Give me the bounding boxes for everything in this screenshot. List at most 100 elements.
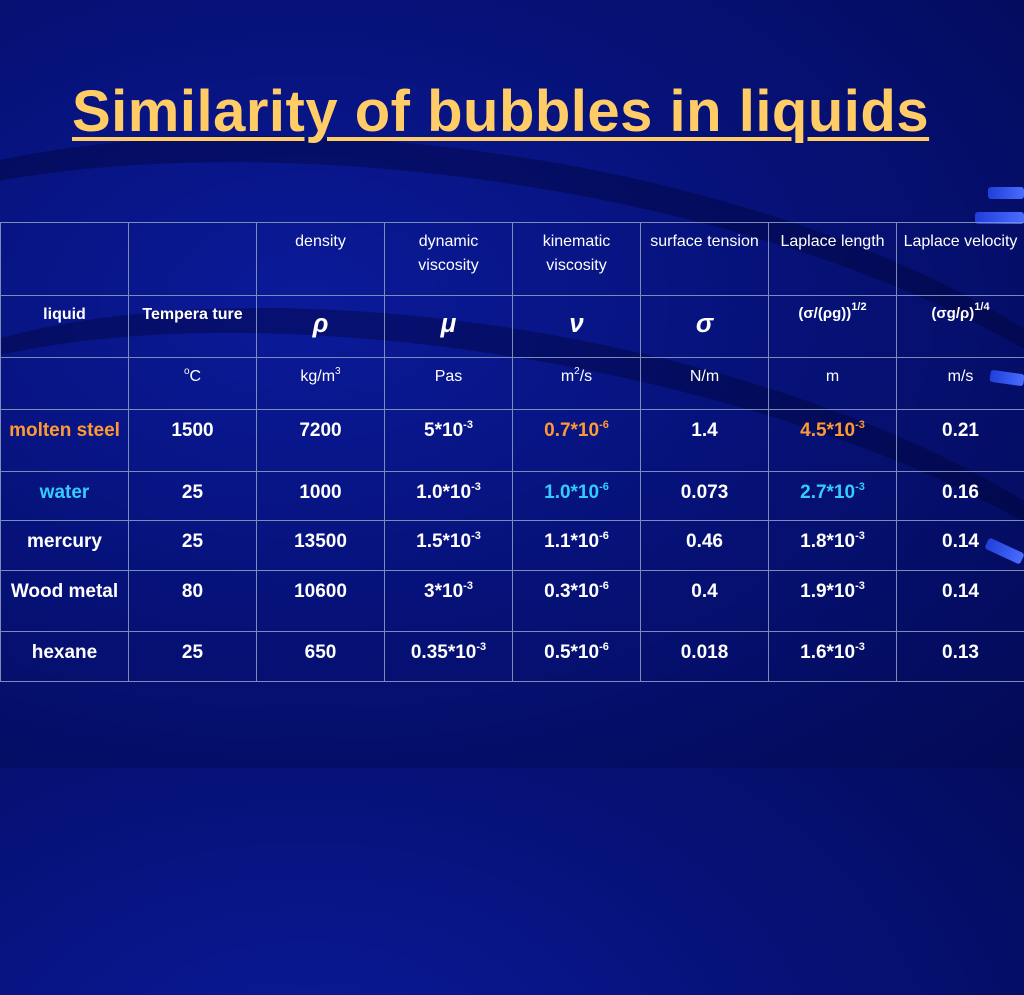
value-base: 3*10 [424, 581, 463, 602]
header-laplace-length: Laplace length [769, 223, 897, 296]
header-liquid: liquid [1, 296, 129, 358]
unit-text: /s [580, 368, 592, 385]
value-exponent: -3 [855, 419, 865, 431]
unit-dynamic-viscosity: Pas [385, 358, 513, 410]
laplace-length-cell: 4.5*10-3 [769, 410, 897, 472]
density-cell: 7200 [257, 410, 385, 472]
temperature-cell: 25 [129, 472, 257, 521]
dynamic-viscosity-cell: 5*10-3 [385, 410, 513, 472]
header-density: density [257, 223, 385, 296]
liquid-name: molten steel [1, 410, 129, 472]
table-symbol-row: liquid Tempera ture ρ μ ν σ (σ/(ρg))1/2 … [1, 296, 1024, 358]
unit-density: kg/m3 [257, 358, 385, 410]
symbol-rho: ρ [257, 296, 385, 358]
value-exponent: -6 [599, 641, 609, 653]
value-base: 0.7*10 [544, 420, 599, 441]
laplace-velocity-cell: 0.13 [897, 632, 1024, 682]
value-base: 1.1*10 [544, 531, 599, 552]
symbol-nu: ν [513, 296, 641, 358]
header-dynamic-viscosity: dynamic viscosity [385, 223, 513, 296]
dynamic-viscosity-cell: 1.0*10-3 [385, 472, 513, 521]
value-exponent: -6 [599, 580, 609, 592]
table-header-row: density dynamic viscosity kinematic visc… [1, 223, 1024, 296]
surface-tension-cell: 0.4 [641, 571, 769, 632]
formula-text: (σ/(ρg)) [798, 305, 851, 322]
table-row: mercury 25 13500 1.5*10-3 1.1*10-6 0.46 … [1, 521, 1024, 571]
header-laplace-velocity: Laplace velocity [897, 223, 1024, 296]
unit-cell [1, 358, 129, 410]
temperature-cell: 25 [129, 521, 257, 571]
unit-exponent: 3 [335, 366, 341, 377]
table-units-row: oC kg/m3 Pas m2/s N/m m m/s [1, 358, 1024, 410]
density-cell: 13500 [257, 521, 385, 571]
value-exponent: -3 [855, 641, 865, 653]
value-exponent: -3 [471, 530, 481, 542]
formula-text: (σg/ρ) [931, 305, 974, 322]
laplace-velocity-cell: 0.16 [897, 472, 1024, 521]
laplace-length-cell: 1.9*10-3 [769, 571, 897, 632]
temperature-cell: 80 [129, 571, 257, 632]
table-row: molten steel 1500 7200 5*10-3 0.7*10-6 1… [1, 410, 1024, 472]
table-row: hexane 25 650 0.35*10-3 0.5*10-6 0.018 1… [1, 632, 1024, 682]
symbol-sigma: σ [641, 296, 769, 358]
value-base: 1.5*10 [416, 531, 471, 552]
liquid-name: Wood metal [1, 571, 129, 632]
laplace-length-cell: 1.8*10-3 [769, 521, 897, 571]
value-exponent: -3 [855, 481, 865, 493]
value-base: 0.35*10 [411, 642, 477, 663]
dynamic-viscosity-cell: 0.35*10-3 [385, 632, 513, 682]
value-exponent: -6 [599, 419, 609, 431]
value-base: 0.3*10 [544, 581, 599, 602]
header-temperature: Tempera ture [129, 296, 257, 358]
bubble-similarity-table: density dynamic viscosity kinematic visc… [0, 222, 1024, 682]
kinematic-viscosity-cell: 0.3*10-6 [513, 571, 641, 632]
symbol-mu: μ [385, 296, 513, 358]
value-base: 1.9*10 [800, 581, 855, 602]
unit-text: kg/m [300, 368, 335, 385]
value-base: 1.6*10 [800, 642, 855, 663]
value-base: 1.8*10 [800, 531, 855, 552]
unit-text: m [561, 368, 574, 385]
liquid-name: water [1, 472, 129, 521]
table-row: water 25 1000 1.0*10-3 1.0*10-6 0.073 2.… [1, 472, 1024, 521]
kinematic-viscosity-cell: 0.5*10-6 [513, 632, 641, 682]
laplace-velocity-cell: 0.14 [897, 571, 1024, 632]
value-exponent: -3 [476, 641, 486, 653]
formula-exponent: 1/4 [974, 301, 989, 313]
value-exponent: -6 [599, 530, 609, 542]
surface-tension-cell: 0.073 [641, 472, 769, 521]
value-base: 2.7*10 [800, 482, 855, 503]
header-surface-tension: surface tension [641, 223, 769, 296]
unit-laplace-length: m [769, 358, 897, 410]
density-cell: 10600 [257, 571, 385, 632]
surface-tension-cell: 1.4 [641, 410, 769, 472]
value-exponent: -3 [463, 419, 473, 431]
laplace-velocity-cell: 0.14 [897, 521, 1024, 571]
header-cell [129, 223, 257, 296]
density-cell: 650 [257, 632, 385, 682]
surface-tension-cell: 0.018 [641, 632, 769, 682]
kinematic-viscosity-cell: 0.7*10-6 [513, 410, 641, 472]
formula-laplace-length: (σ/(ρg))1/2 [769, 296, 897, 358]
value-base: 4.5*10 [800, 420, 855, 441]
kinematic-viscosity-cell: 1.1*10-6 [513, 521, 641, 571]
temperature-cell: 25 [129, 632, 257, 682]
value-base: 1.0*10 [544, 482, 599, 503]
dynamic-viscosity-cell: 3*10-3 [385, 571, 513, 632]
value-exponent: -3 [855, 530, 865, 542]
density-cell: 1000 [257, 472, 385, 521]
laplace-length-cell: 2.7*10-3 [769, 472, 897, 521]
unit-surface-tension: N/m [641, 358, 769, 410]
value-exponent: -6 [599, 481, 609, 493]
decor-bar [988, 187, 1024, 199]
value-base: 0.5*10 [544, 642, 599, 663]
surface-tension-cell: 0.46 [641, 521, 769, 571]
value-exponent: -3 [463, 580, 473, 592]
temperature-cell: 1500 [129, 410, 257, 472]
liquid-name: hexane [1, 632, 129, 682]
formula-exponent: 1/2 [851, 301, 866, 313]
value-exponent: -3 [471, 481, 481, 493]
unit-kinematic-viscosity: m2/s [513, 358, 641, 410]
header-kinematic-viscosity: kinematic viscosity [513, 223, 641, 296]
header-cell [1, 223, 129, 296]
